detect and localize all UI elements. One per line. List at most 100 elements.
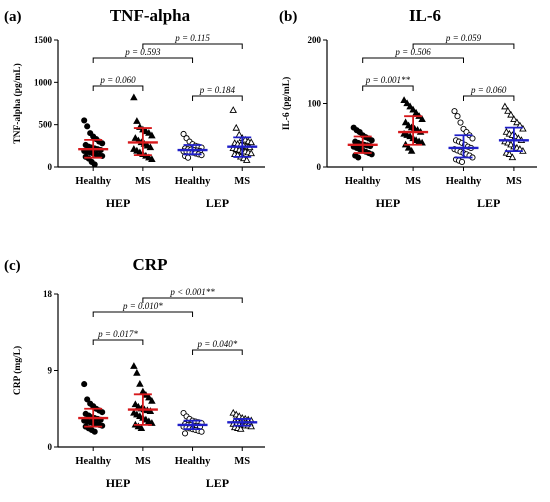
data-point [99,409,106,416]
data-point [148,131,156,139]
data-point [130,362,138,369]
bracket-line [362,57,464,63]
category-label: MS [135,456,151,467]
bracket-line [92,57,194,63]
data-point [133,117,141,124]
significance-bracket: p = 0.593 [92,47,194,63]
data-point [418,115,426,123]
data-point [184,154,192,161]
category-label: Healthy [175,176,211,187]
data-point [232,123,240,131]
group-label: HEP [106,476,131,490]
data-point [91,428,98,435]
p-value-label: p = 0.010* [122,301,163,311]
data-point [469,135,476,142]
data-point [501,102,509,110]
category-label: MS [506,176,522,187]
category-label: Healthy [75,176,111,187]
category-label: MS [234,176,250,187]
data-point [148,155,156,163]
p-value-label: p = 0.059 [445,33,482,43]
category-label: Healthy [345,176,381,187]
significance-bracket: p = 0.010* [92,301,194,317]
bracket-line [463,95,515,101]
data-point [247,149,255,157]
y-axis-label: TNF-alpha (pg/mL) [12,63,23,144]
chart-title: IL-6 [409,6,441,25]
tnf-alpha-chart: (a) TNF-alpha TNF-alpha (pg/mL) 0 500 1000 150… [4,6,265,210]
category-label: MS [405,176,421,187]
p-value-label: p = 0.184 [199,85,236,95]
data-point [401,118,410,126]
data-point [99,140,106,147]
panel-label: (a) [4,9,22,25]
panel-label: (c) [4,258,21,274]
bracket-line [192,349,243,355]
bracket-line [92,311,194,317]
data-point [229,106,237,113]
p-value-label: p = 0.115 [174,33,210,43]
bracket-line [92,85,144,91]
il-6-chart: (b) IL-6 IL-6 (pg/mL) 0 100 200 Healthy MS Healt… [279,6,537,210]
y-tick-label: 1000 [34,77,53,87]
y-tick-label: 0 [317,162,322,172]
data-point [454,113,461,120]
data-point [130,93,138,101]
category-label: MS [135,176,151,187]
data-point [458,158,466,165]
data-point [247,138,255,146]
significance-bracket: p = 0.060 [463,85,515,101]
significance-bracket: p = 0.115 [142,33,243,49]
data-point [368,137,375,144]
y-axis-label: IL-6 (pg/mL) [281,77,292,131]
data-point [81,381,88,388]
bracket-line [412,43,515,49]
significance-bracket: p = 0.017* [92,329,144,345]
il-6-panel: (b) IL-6 IL-6 (pg/mL) 0 100 200 Healthy MS Healt… [275,0,550,248]
data-point [148,396,156,404]
data-point [504,106,512,114]
bracket-line [192,95,243,101]
significance-bracket: p = 0.060 [92,75,144,91]
y-tick-label: 200 [308,35,322,45]
data-point [403,99,411,107]
bracket-line [362,85,414,91]
category-label: Healthy [175,456,211,467]
bracket-line [92,339,144,345]
significance-bracket: p = 0.506 [362,47,464,63]
p-value-label: p = 0.001** [365,75,411,85]
data-point [513,118,521,126]
data-point [406,102,414,110]
data-point [131,134,140,141]
data-point [507,110,515,118]
data-point [145,393,153,401]
category-label: MS [234,456,250,467]
group-label: LEP [206,196,229,210]
data-point [91,161,98,168]
data-point [145,129,153,136]
y-tick-label: 100 [308,99,322,109]
data-point [81,117,88,124]
panel-label: (b) [279,9,297,25]
data-point [404,143,413,151]
data-point [131,400,140,408]
p-value-label: p = 0.593 [124,47,161,57]
group-label: LEP [206,476,229,490]
data-point [236,425,245,432]
y-axis-label: CRP (mg/L) [12,346,23,395]
p-value-label: p = 0.506 [394,47,431,57]
group-label: LEP [477,196,500,210]
data-point [242,156,251,163]
data-point [412,108,420,116]
chart-title: CRP [133,255,168,274]
y-tick-label: 1500 [34,35,53,45]
data-point [407,146,416,154]
y-tick-label: 0 [48,162,53,172]
category-label: Healthy [446,176,482,187]
data-point [355,154,362,161]
data-point [146,143,155,151]
data-point [400,96,408,103]
crp-panel: (c) CRP CRP (mg/L) 0 9 18 Healthy MS Healthy MS HE… [0,249,275,497]
p-value-label: p = 0.040* [196,339,237,349]
data-point [133,368,141,376]
